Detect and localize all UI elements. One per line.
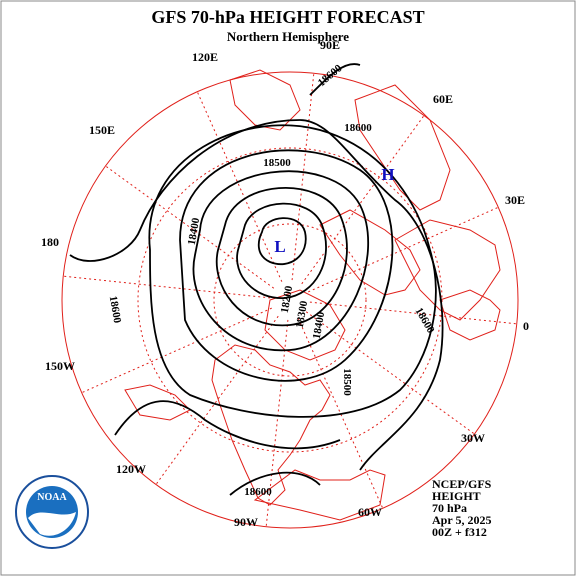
contour-label: 18500 xyxy=(263,157,291,169)
high-center: H xyxy=(381,165,394,184)
contour-label: 18400 xyxy=(311,310,328,340)
forecast-info: NCEP/GFS HEIGHT 70 hPa Apr 5, 2025 00Z +… xyxy=(432,477,492,539)
info-line: NCEP/GFS xyxy=(432,477,492,491)
lon-label: 30W xyxy=(461,431,485,445)
title: GFS 70-hPa HEIGHT FORECAST xyxy=(151,7,424,27)
lon-label: 150E xyxy=(89,123,115,137)
lon-label: 60E xyxy=(433,92,453,106)
logo-text: NOAA xyxy=(37,492,67,503)
low-center: L xyxy=(274,237,285,256)
lon-label: 120E xyxy=(192,50,218,64)
lon-label: 180 xyxy=(41,235,59,249)
lon-label: 90E xyxy=(320,38,340,52)
contour-label: 18300 xyxy=(294,299,311,329)
graticule xyxy=(61,71,519,529)
contour-label: 18600 xyxy=(107,295,124,325)
lon-label: 60W xyxy=(358,505,382,519)
longitude-labels: 90E 60E 30E 0 30W 60W 90W 120W 150W 180 … xyxy=(41,38,529,529)
contour-label: 18500 xyxy=(341,368,353,396)
contour-label: 18400 xyxy=(186,216,203,246)
contour-label: 18200 xyxy=(279,284,296,314)
lon-label: 120W xyxy=(116,462,146,476)
height-contours xyxy=(69,63,444,496)
lon-label: 30E xyxy=(505,193,525,207)
info-line: 70 hPa xyxy=(432,501,467,515)
subtitle: Northern Hemisphere xyxy=(227,29,349,44)
lon-label: 0 xyxy=(523,319,529,333)
graticule-line xyxy=(213,223,367,377)
contour-label: 18600 xyxy=(244,486,272,498)
lon-label: 150W xyxy=(45,359,75,373)
info-line: HEIGHT xyxy=(432,489,481,503)
graticule-line xyxy=(61,71,519,529)
graticule-line xyxy=(137,147,443,453)
contour-label: 18600 xyxy=(344,122,372,134)
info-line: 00Z + f312 xyxy=(432,525,487,539)
lon-label: 90W xyxy=(234,515,258,529)
info-line: Apr 5, 2025 xyxy=(432,513,491,527)
noaa-logo: NOAA xyxy=(15,475,89,549)
